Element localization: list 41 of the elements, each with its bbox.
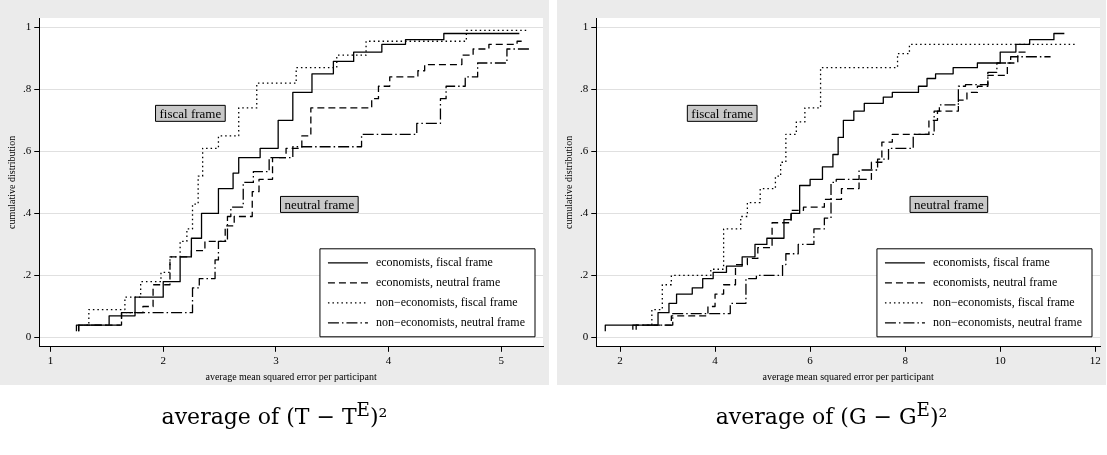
- x-tick-label: 10: [994, 354, 1007, 367]
- y-tick-label: 1: [25, 20, 32, 33]
- legend-label: non−economists, neutral frame: [932, 314, 1083, 329]
- x-tick-label: 4: [712, 354, 719, 367]
- x-tick-label: 2: [160, 354, 166, 367]
- y-tick-label: .8: [580, 82, 589, 95]
- text: average of (T − T$^{E}$)²: [160, 399, 389, 430]
- y-tick-label: .2: [580, 268, 589, 281]
- annotation: fiscal frame: [159, 105, 222, 121]
- y-axis-title: cumulative distribution: [562, 135, 574, 229]
- legend-label: economists, neutral frame: [932, 274, 1058, 289]
- x-tick-label: 8: [902, 354, 909, 367]
- y-tick-label: .4: [580, 206, 589, 219]
- legend-label: non−economists, neutral frame: [375, 314, 526, 329]
- y-tick-label: .6: [580, 144, 589, 157]
- x-axis-title: average mean squared error per participant: [762, 370, 934, 382]
- x-tick-label: 5: [498, 354, 505, 367]
- legend-label: economists, fiscal frame: [932, 254, 1050, 269]
- annotation: neutral frame: [284, 196, 355, 212]
- x-tick-label: 1: [47, 354, 54, 367]
- y-tick-label: .4: [23, 206, 32, 219]
- y-tick-label: .2: [23, 268, 32, 281]
- text: average of (G − G$^{E}$)²: [714, 399, 949, 430]
- x-tick-label: 6: [807, 354, 814, 367]
- y-axis-title: cumulative distribution: [5, 135, 17, 229]
- y-tick-label: 0: [582, 330, 589, 343]
- annotation: fiscal frame: [691, 105, 754, 121]
- x-axis-title: average mean squared error per participant: [205, 370, 377, 382]
- y-tick-label: .6: [23, 144, 32, 157]
- annotation: neutral frame: [914, 196, 984, 212]
- legend-label: non−economists, fiscal frame: [932, 294, 1075, 309]
- x-tick-label: 4: [385, 354, 392, 367]
- x-tick-label: 3: [273, 354, 280, 367]
- legend-label: economists, neutral frame: [375, 274, 501, 289]
- y-tick-label: 1: [582, 20, 589, 33]
- y-tick-label: .8: [23, 82, 32, 95]
- legend-label: economists, fiscal frame: [375, 254, 493, 269]
- x-tick-label: 12: [1089, 354, 1101, 367]
- legend-label: non−economists, fiscal frame: [375, 294, 518, 309]
- x-tick-label: 2: [617, 354, 623, 367]
- y-tick-label: 0: [25, 330, 32, 343]
